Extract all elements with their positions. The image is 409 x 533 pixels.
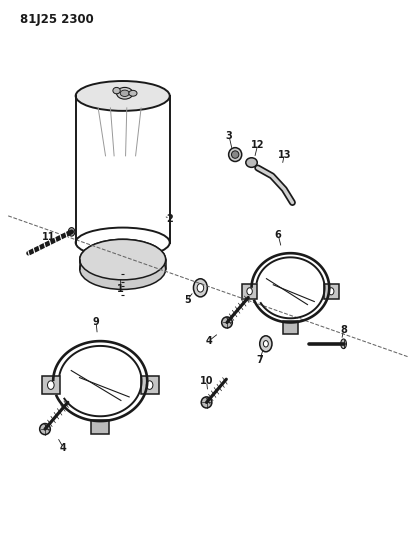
Text: 1: 1 [117,284,124,294]
Text: 5: 5 [184,295,191,304]
FancyBboxPatch shape [91,420,109,434]
Text: 7: 7 [256,355,263,365]
Text: 2: 2 [166,214,173,223]
FancyBboxPatch shape [324,284,339,299]
Ellipse shape [113,87,120,94]
Ellipse shape [222,317,232,328]
Ellipse shape [40,424,50,434]
Ellipse shape [80,239,166,280]
Text: 4: 4 [205,336,212,346]
Text: 4: 4 [60,443,67,453]
Circle shape [247,288,252,295]
Ellipse shape [341,339,346,349]
Text: 10: 10 [200,376,213,386]
Ellipse shape [201,397,212,408]
Ellipse shape [68,228,75,236]
Ellipse shape [76,81,170,111]
Circle shape [260,336,272,352]
Ellipse shape [129,91,137,96]
Text: 9: 9 [93,318,99,327]
FancyBboxPatch shape [283,321,298,334]
Text: 6: 6 [275,230,281,239]
Text: 12: 12 [251,140,265,150]
FancyBboxPatch shape [42,376,60,394]
Text: 8: 8 [340,326,347,335]
FancyBboxPatch shape [242,284,257,299]
Circle shape [146,381,153,390]
Ellipse shape [80,239,166,280]
Circle shape [328,288,334,295]
Ellipse shape [229,148,242,161]
Ellipse shape [80,249,166,289]
FancyBboxPatch shape [141,376,159,394]
Ellipse shape [231,151,239,158]
Text: 81J25 2300: 81J25 2300 [20,13,94,26]
Text: 11: 11 [42,232,56,242]
Circle shape [193,279,207,297]
Text: 3: 3 [226,131,232,141]
Circle shape [263,341,268,347]
Text: 13: 13 [277,150,291,159]
Ellipse shape [117,87,133,99]
Circle shape [47,381,54,390]
Circle shape [197,284,204,292]
Ellipse shape [246,158,257,167]
Ellipse shape [120,90,129,96]
